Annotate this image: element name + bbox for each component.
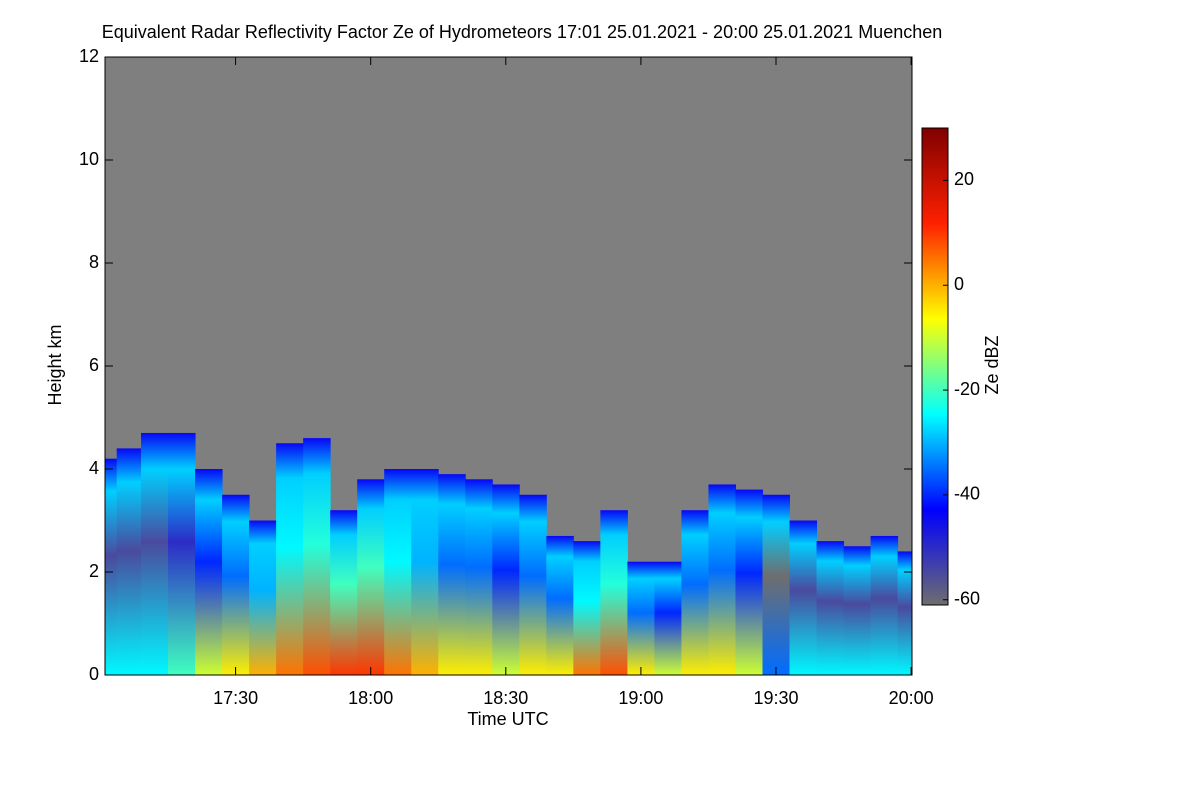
y-tick-label: 4 bbox=[89, 458, 99, 478]
echo-column bbox=[249, 520, 277, 675]
echo-column bbox=[357, 479, 385, 675]
plot-area bbox=[105, 57, 913, 675]
echo-column bbox=[654, 561, 682, 675]
echo-column bbox=[330, 510, 358, 675]
echo-column bbox=[195, 469, 223, 675]
colorbar-tick-label: -40 bbox=[954, 484, 980, 504]
echo-column bbox=[116, 448, 142, 675]
echo-column bbox=[762, 494, 791, 675]
x-tick-label: 19:00 bbox=[618, 688, 663, 708]
echo-column bbox=[303, 438, 331, 675]
echo-column bbox=[141, 432, 169, 675]
x-axis-label: Time UTC bbox=[467, 709, 548, 729]
echo-column bbox=[600, 510, 628, 675]
echo-column bbox=[843, 546, 872, 675]
echo-column bbox=[681, 510, 709, 675]
y-axis-label: Height km bbox=[45, 324, 65, 405]
echo-column bbox=[222, 494, 250, 675]
echo-column bbox=[384, 469, 412, 675]
echo-column bbox=[105, 458, 118, 675]
echo-column bbox=[168, 432, 196, 675]
colorbar bbox=[921, 127, 949, 606]
echo-column bbox=[411, 469, 439, 675]
y-tick-label: 0 bbox=[89, 664, 99, 684]
x-tick-label: 20:00 bbox=[889, 688, 934, 708]
echo-column bbox=[789, 520, 818, 675]
y-tick-label: 12 bbox=[79, 46, 99, 66]
y-tick-label: 8 bbox=[89, 252, 99, 272]
echo-column bbox=[897, 551, 913, 675]
echo-column bbox=[735, 489, 763, 675]
echo-column bbox=[708, 484, 736, 675]
x-tick-label: 17:30 bbox=[213, 688, 258, 708]
echo-column bbox=[816, 541, 845, 675]
x-tick-label: 18:30 bbox=[483, 688, 528, 708]
echo-column bbox=[627, 561, 655, 675]
x-tick-label: 18:00 bbox=[348, 688, 393, 708]
chart-title: Equivalent Radar Reflectivity Factor Ze … bbox=[102, 22, 943, 42]
echo-column bbox=[492, 484, 520, 675]
y-tick-label: 6 bbox=[89, 355, 99, 375]
colorbar-label: Ze dBZ bbox=[982, 335, 1002, 394]
colorbar-tick-label: -60 bbox=[954, 589, 980, 609]
colorbar-tick-label: 20 bbox=[954, 169, 974, 189]
colorbar-tick-label: 0 bbox=[954, 274, 964, 294]
echo-column bbox=[276, 443, 304, 675]
echo-column bbox=[438, 474, 466, 675]
colorbar-tick-label: -20 bbox=[954, 379, 980, 399]
echo-column bbox=[870, 535, 899, 675]
echo-column bbox=[546, 535, 574, 675]
y-tick-label: 2 bbox=[89, 561, 99, 581]
y-tick-label: 10 bbox=[79, 149, 99, 169]
echo-column bbox=[573, 541, 601, 675]
echo-column bbox=[519, 494, 547, 675]
x-tick-label: 19:30 bbox=[753, 688, 798, 708]
echo-column bbox=[465, 479, 493, 675]
